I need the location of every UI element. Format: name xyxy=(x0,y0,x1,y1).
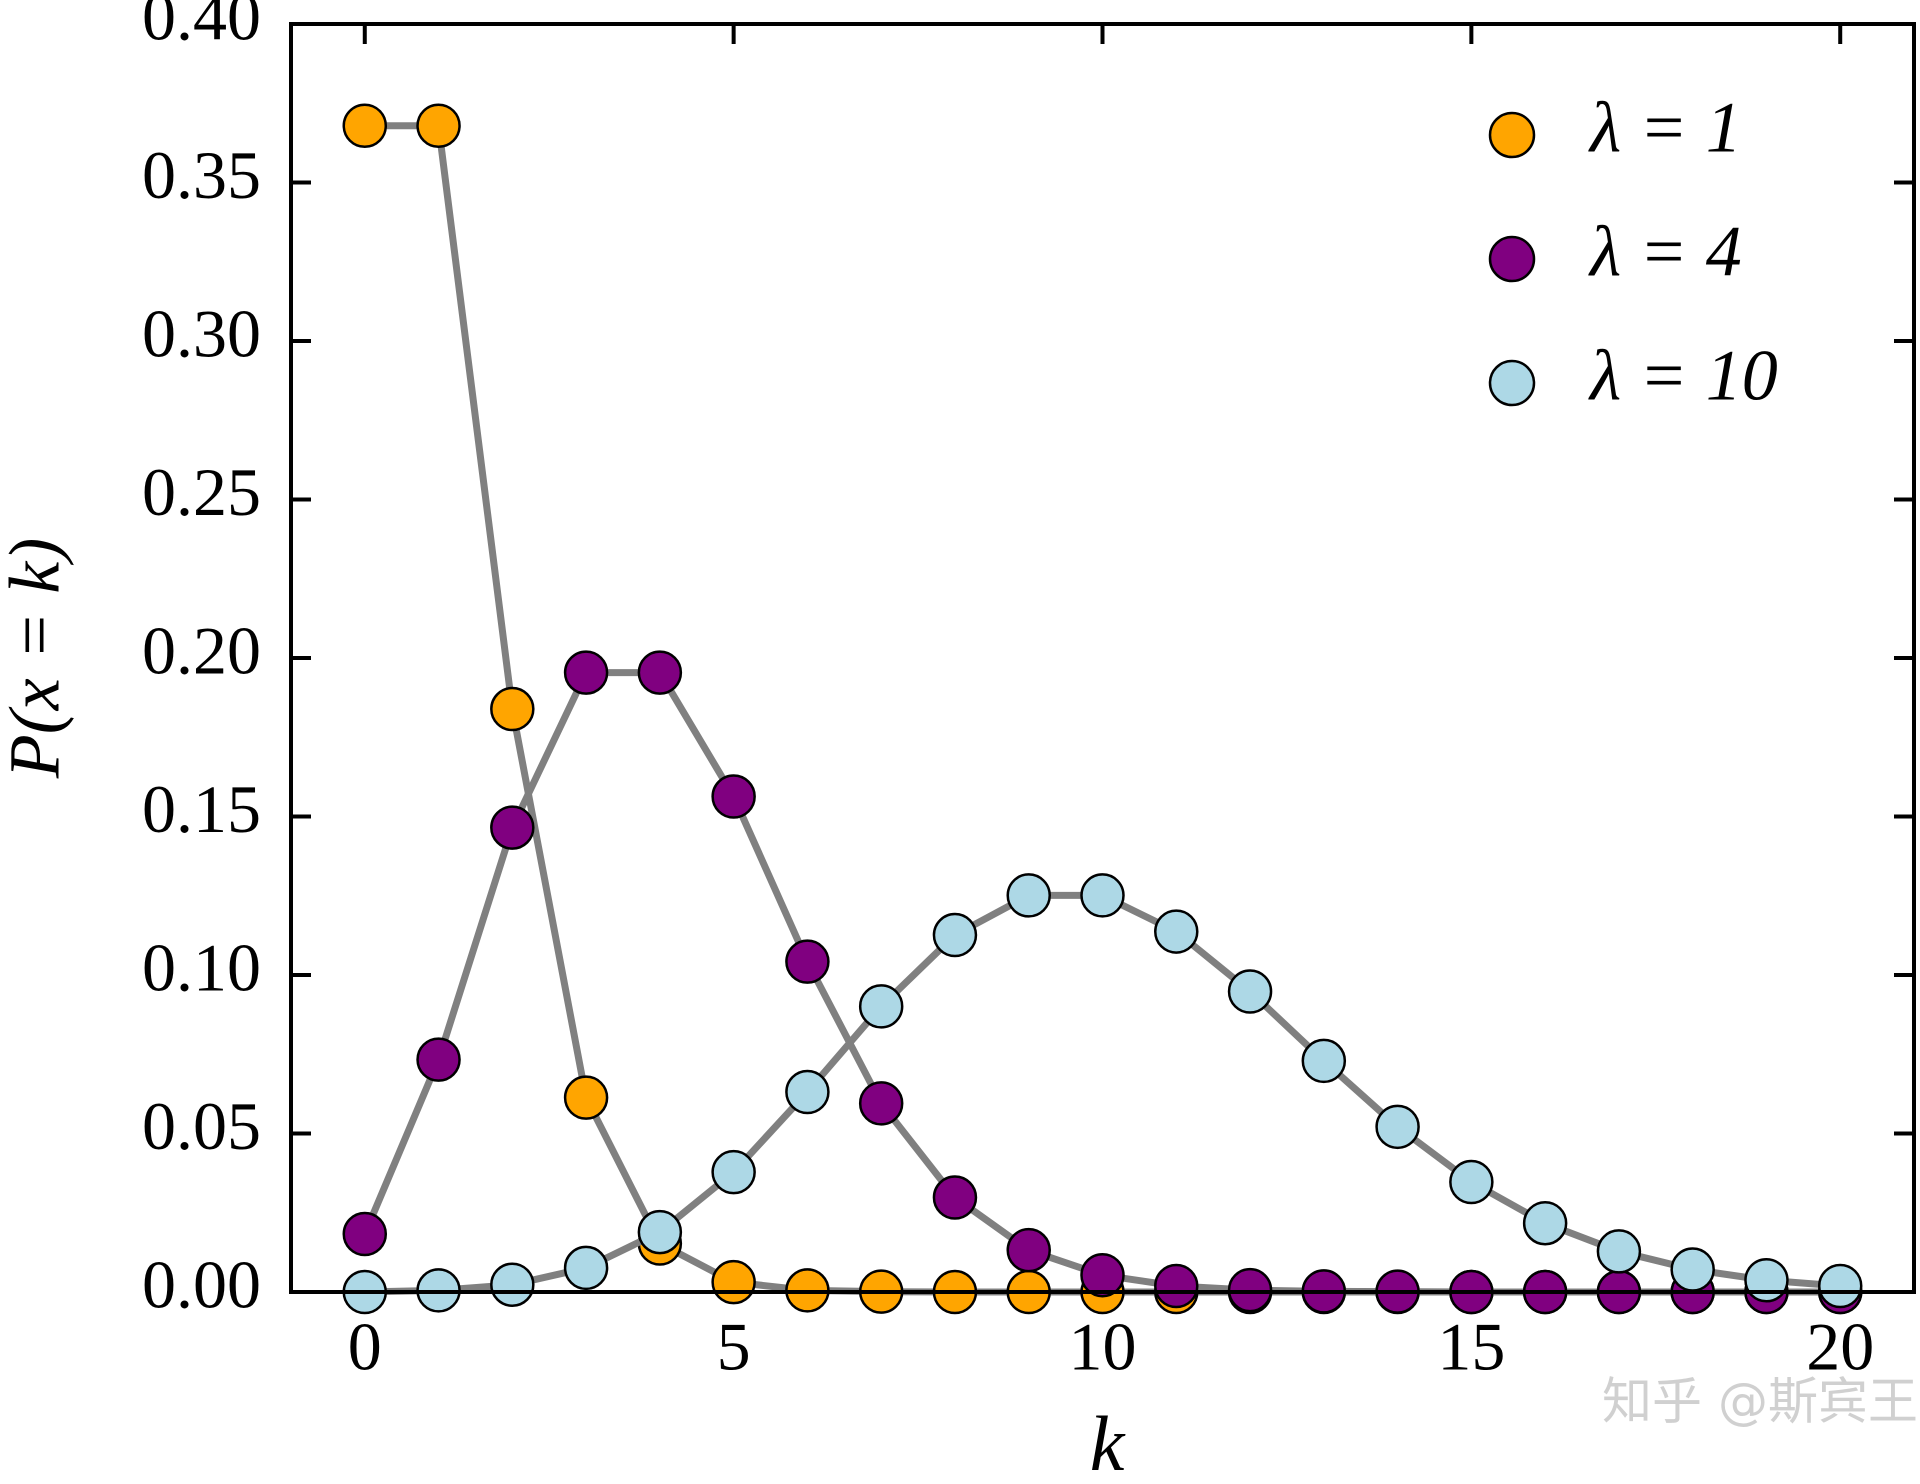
data-point xyxy=(932,1175,978,1220)
data-point xyxy=(1006,1227,1051,1273)
data-point xyxy=(490,1262,535,1307)
plot-frame xyxy=(289,22,1916,1294)
data-point xyxy=(1817,1263,1863,1309)
series-line xyxy=(361,669,1841,1296)
y-tick-label: 0.05 xyxy=(142,1088,261,1164)
data-point xyxy=(342,103,388,149)
y-tick-label: 0.25 xyxy=(142,454,261,530)
y-tick-label: 0.30 xyxy=(142,296,261,372)
data-point xyxy=(1080,1252,1125,1298)
data-point xyxy=(490,686,535,732)
x-tick-label: 0 xyxy=(348,1309,382,1385)
data-point xyxy=(416,103,461,149)
data-point xyxy=(1154,1263,1199,1309)
data-point xyxy=(416,1037,461,1082)
data-point xyxy=(1301,1038,1347,1084)
y-axis-label: P(x = k) xyxy=(0,538,75,779)
data-point xyxy=(858,1081,904,1126)
data-point xyxy=(785,1069,830,1115)
data-point xyxy=(1522,1200,1568,1246)
data-point xyxy=(1449,1159,1494,1205)
x-tick-label: 10 xyxy=(1069,1309,1137,1385)
x-axis-label: k xyxy=(1090,1400,1126,1484)
legend-marker xyxy=(1488,359,1536,407)
legend-marker xyxy=(1488,235,1536,283)
data-point xyxy=(563,1245,609,1291)
data-point xyxy=(490,805,535,850)
data-point xyxy=(711,774,756,819)
x-tick-label: 15 xyxy=(1437,1309,1505,1385)
x-tick-label: 5 xyxy=(717,1309,751,1385)
data-point xyxy=(932,912,978,958)
data-point xyxy=(1154,909,1199,954)
legend-label: λ = 4 xyxy=(1588,212,1742,292)
y-tick-label: 0.35 xyxy=(142,137,261,213)
data-point xyxy=(637,650,683,695)
y-tick-label: 0.20 xyxy=(142,613,261,689)
y-tick-label: 0.10 xyxy=(142,930,261,1006)
data-point xyxy=(1744,1258,1789,1303)
data-point xyxy=(1375,1104,1420,1150)
legend-marker xyxy=(1488,111,1536,159)
data-point xyxy=(785,939,830,984)
data-point xyxy=(342,1211,388,1257)
data-point xyxy=(1006,873,1051,918)
data-point xyxy=(711,1149,756,1195)
x-tick-label: 20 xyxy=(1806,1309,1874,1385)
legend-label: λ = 1 xyxy=(1588,88,1742,168)
data-point xyxy=(858,984,904,1029)
y-tick-label: 0.00 xyxy=(142,1247,261,1323)
data-point xyxy=(563,650,609,695)
watermark: 知乎 @斯宾王 xyxy=(1602,1373,1918,1431)
y-tick-label: 0.40 xyxy=(142,0,261,55)
data-point xyxy=(563,1075,609,1120)
data-point xyxy=(1080,873,1125,918)
y-tick-label: 0.15 xyxy=(142,771,261,847)
data-point xyxy=(637,1209,683,1255)
data-point xyxy=(1670,1247,1715,1292)
data-point xyxy=(1596,1229,1642,1274)
data-point xyxy=(711,1259,756,1305)
legend-label: λ = 10 xyxy=(1588,336,1778,416)
data-point xyxy=(1227,969,1273,1014)
